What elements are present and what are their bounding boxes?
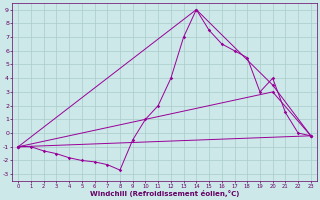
X-axis label: Windchill (Refroidissement éolien,°C): Windchill (Refroidissement éolien,°C)	[90, 190, 239, 197]
